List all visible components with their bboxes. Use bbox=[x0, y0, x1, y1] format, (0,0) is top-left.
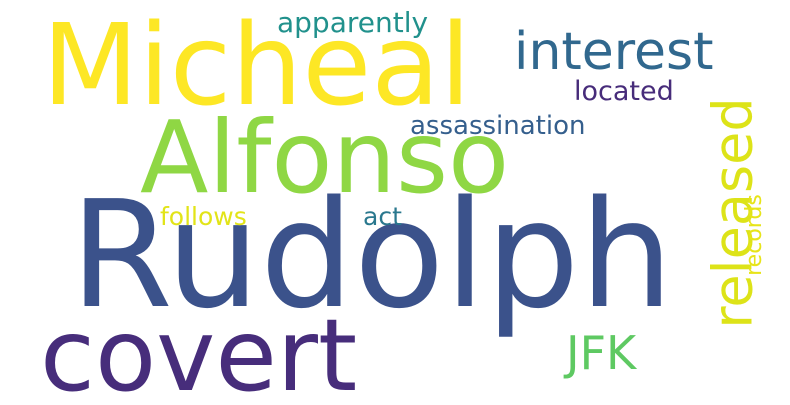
word-alfonso: Alfonso bbox=[140, 99, 510, 216]
word-act: act bbox=[363, 202, 402, 231]
word-apparently: apparently bbox=[277, 6, 429, 39]
word-interest: interest bbox=[514, 22, 714, 82]
word-assassination: assassination bbox=[410, 111, 586, 141]
word-follows: follows bbox=[160, 202, 247, 231]
word-jfk: JFK bbox=[566, 326, 637, 380]
word-located: located bbox=[574, 76, 674, 107]
word-micheal: Micheal bbox=[42, 1, 471, 131]
word-rudolph: Rudolph bbox=[70, 169, 674, 341]
word-covert: covert bbox=[40, 297, 358, 405]
word-records: records bbox=[741, 194, 767, 276]
